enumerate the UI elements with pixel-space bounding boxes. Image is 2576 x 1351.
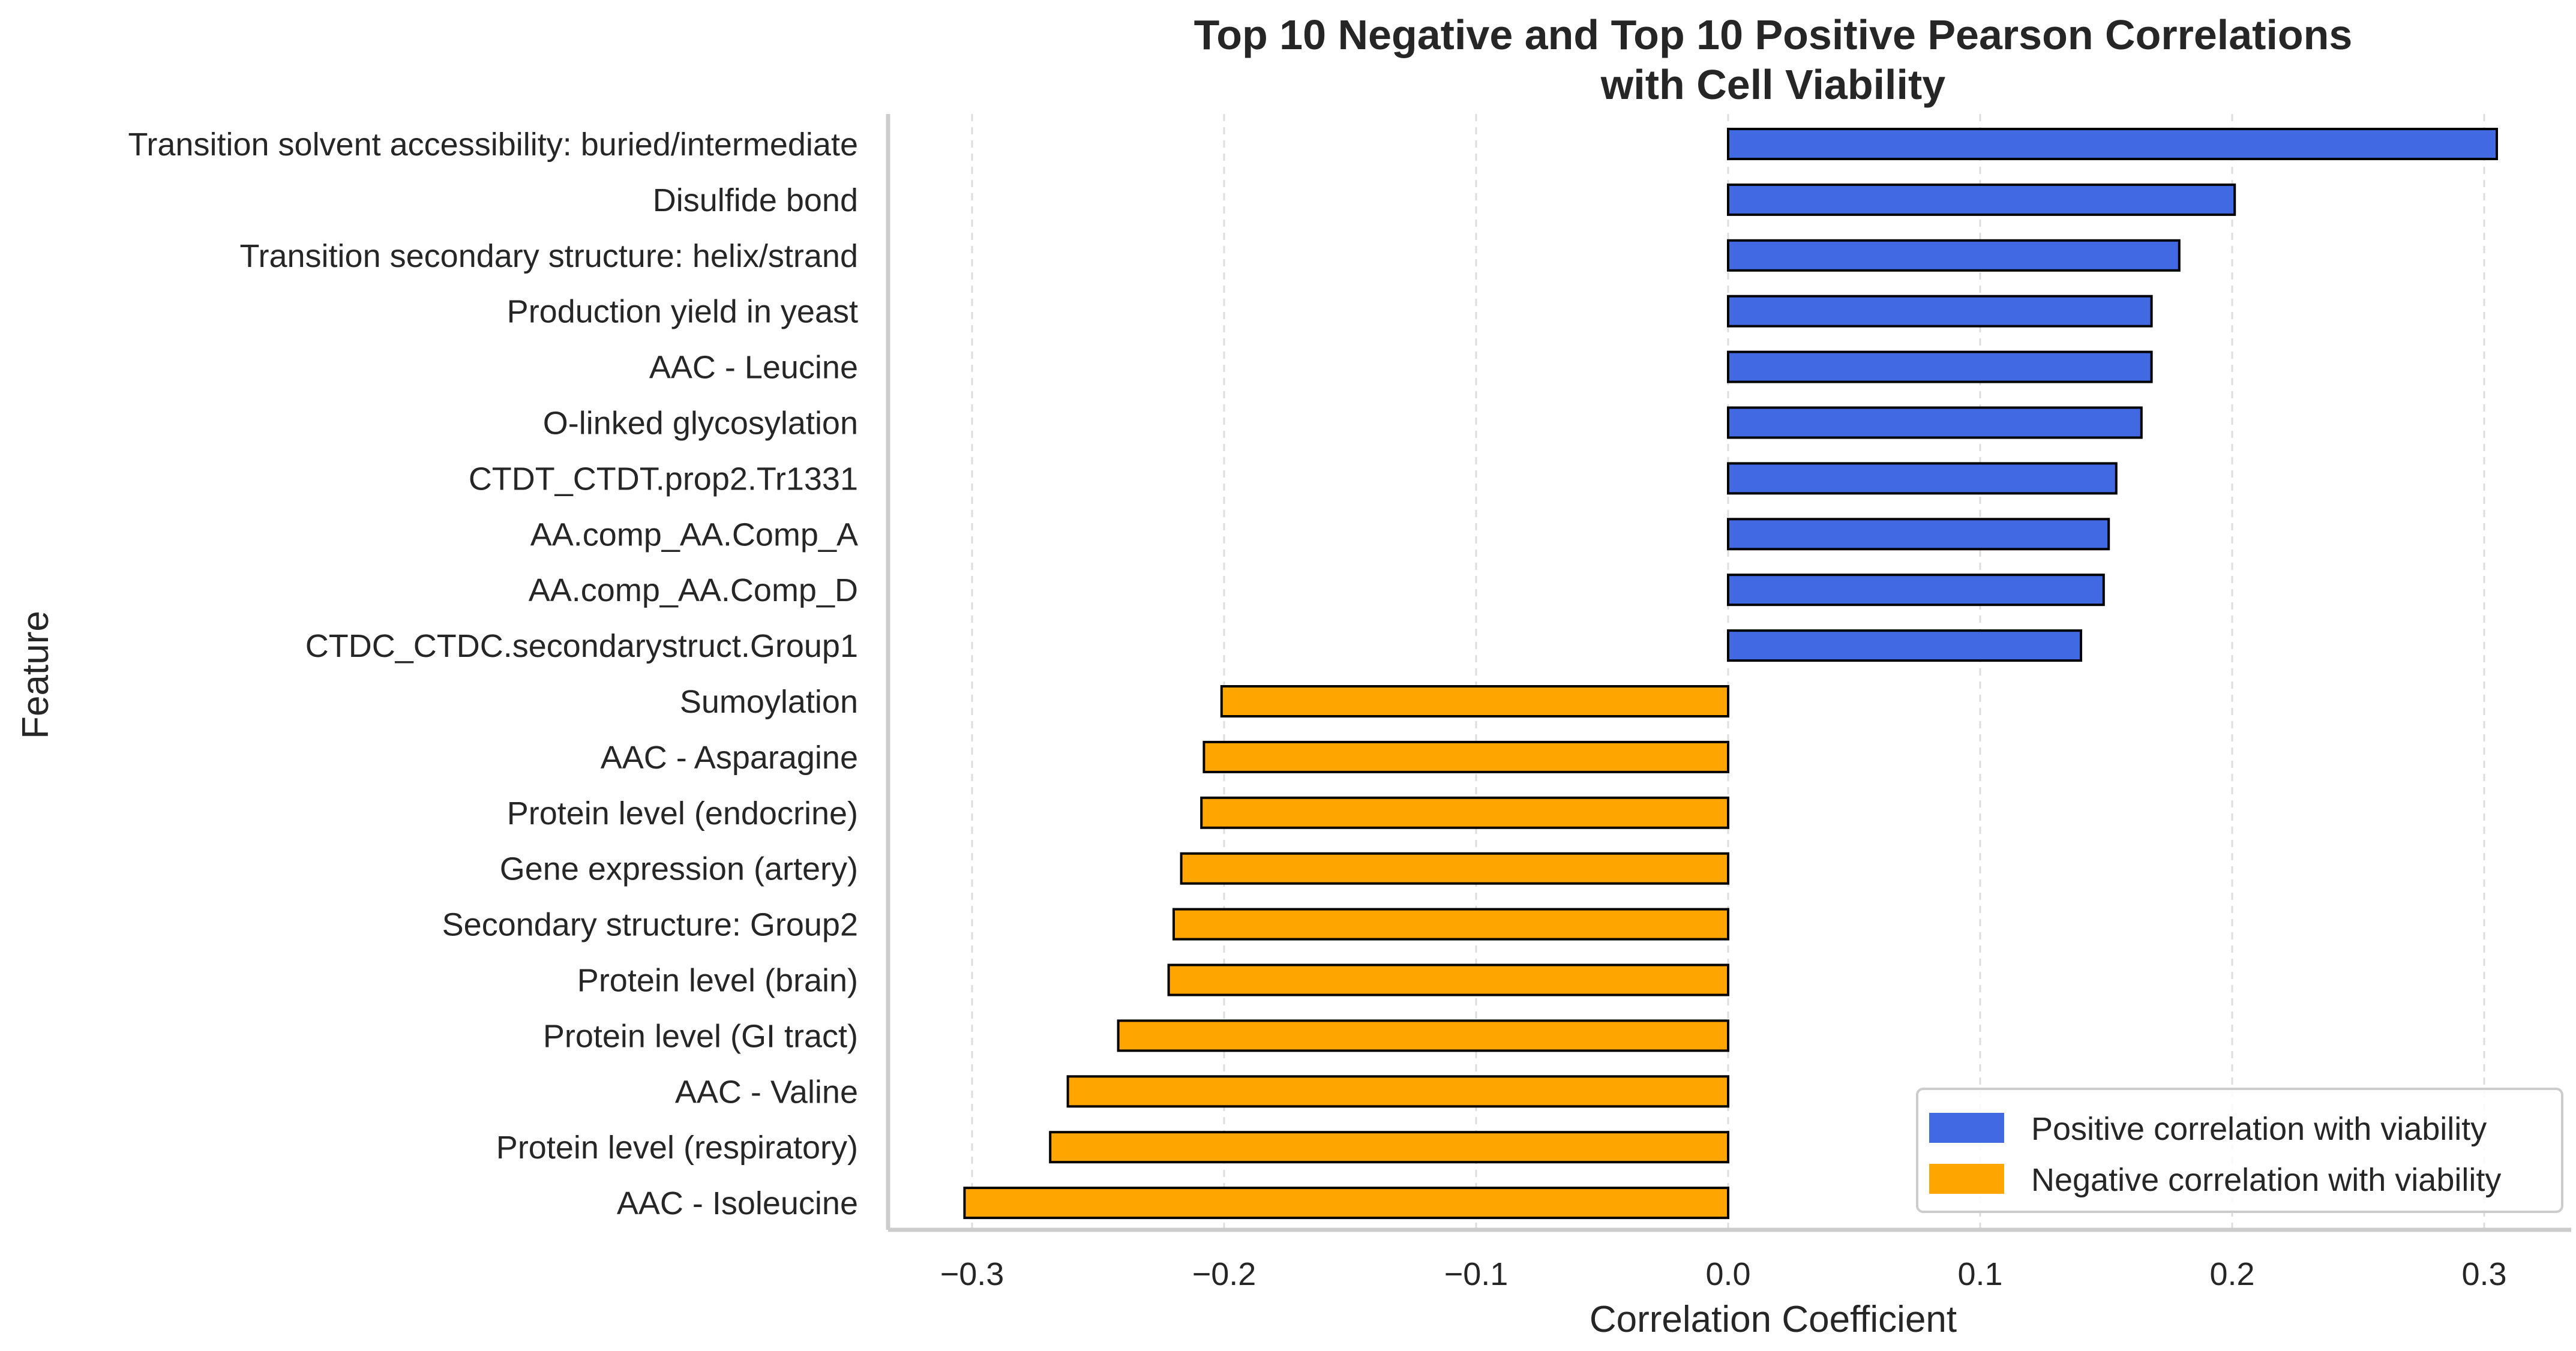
y-tick-label: Transition secondary structure: helix/st… <box>240 238 858 274</box>
y-tick-label: AA.comp_AA.Comp_A <box>530 517 858 553</box>
legend-swatch-negative <box>1929 1164 2004 1194</box>
bar <box>1220 685 1730 717</box>
x-tick-label: −0.3 <box>940 1256 1004 1292</box>
bar <box>1727 406 2143 439</box>
bar <box>1202 740 1729 773</box>
legend-swatch-positive <box>1929 1113 2004 1143</box>
grid-lines <box>971 114 2485 1230</box>
bar <box>963 1187 1729 1220</box>
bar <box>1049 1131 1729 1164</box>
bar <box>1727 518 2110 551</box>
y-tick-label: CTDC_CTDC.secondarystruct.Group1 <box>305 628 858 664</box>
y-tick-label: CTDT_CTDT.prop2.Tr1331 <box>469 461 858 497</box>
bar <box>1727 295 2153 328</box>
x-tick-label: −0.1 <box>1444 1256 1509 1292</box>
x-tick-label: 0.0 <box>1705 1256 1750 1292</box>
bar <box>1200 796 1729 829</box>
bar <box>1066 1075 1729 1108</box>
chart-subtitle: with Cell Viability <box>1600 61 1945 108</box>
x-tick-label: 0.3 <box>2461 1256 2506 1292</box>
legend-label-negative: Negative correlation with viability <box>2031 1162 2501 1198</box>
bar <box>1180 852 1729 885</box>
y-tick-label: Secondary structure: Group2 <box>442 907 858 943</box>
x-axis-label: Correlation Coefficient <box>1590 1299 1957 1340</box>
bar <box>1727 350 2153 383</box>
legend-frame <box>1916 1088 2563 1213</box>
bar <box>1117 1019 1729 1052</box>
bar <box>1172 908 1729 941</box>
x-tick-label: 0.2 <box>2209 1256 2254 1292</box>
bars <box>963 128 2498 1220</box>
y-tick-labels: Transition solvent accessibility: buried… <box>128 127 858 1221</box>
bar <box>1727 462 2118 495</box>
x-tick-label: 0.1 <box>1957 1256 2002 1292</box>
axes <box>886 114 2571 1232</box>
legend-label-positive: Positive correlation with viability <box>2031 1111 2487 1147</box>
y-tick-label: AAC - Leucine <box>649 350 858 386</box>
y-tick-label: AA.comp_AA.Comp_D <box>529 572 858 608</box>
y-tick-label: Protein level (GI tract) <box>543 1018 858 1054</box>
y-tick-label: Protein level (endocrine) <box>507 795 858 831</box>
legend: Positive correlation with viability Nega… <box>1916 1088 2563 1213</box>
y-tick-label: Sumoylation <box>680 684 858 720</box>
y-tick-label: Transition solvent accessibility: buried… <box>128 127 858 163</box>
bar <box>1727 239 2181 272</box>
bar <box>1167 963 1729 996</box>
y-tick-label: AAC - Asparagine <box>601 740 858 776</box>
y-axis-label: Feature <box>15 611 56 739</box>
y-tick-label: Production yield in yeast <box>507 294 858 330</box>
y-tick-label: Protein level (brain) <box>577 963 858 999</box>
y-tick-label: AAC - Isoleucine <box>617 1185 858 1221</box>
y-tick-label: AAC - Valine <box>675 1074 858 1110</box>
y-tick-label: Disulfide bond <box>653 182 858 218</box>
bar <box>1727 183 2236 216</box>
chart-title: Top 10 Negative and Top 10 Positive Pear… <box>1194 11 2353 58</box>
y-tick-label: O-linked glycosylation <box>543 406 858 442</box>
x-tick-labels: −0.3 −0.2 −0.1 0.0 0.1 0.2 0.3 <box>940 1256 2507 1292</box>
y-tick-label: Gene expression (artery) <box>500 851 858 887</box>
x-tick-label: −0.2 <box>1192 1256 1256 1292</box>
bar <box>1727 574 2105 607</box>
y-tick-label: Protein level (respiratory) <box>496 1130 858 1166</box>
bar <box>1727 629 2082 662</box>
bar <box>1727 128 2498 160</box>
